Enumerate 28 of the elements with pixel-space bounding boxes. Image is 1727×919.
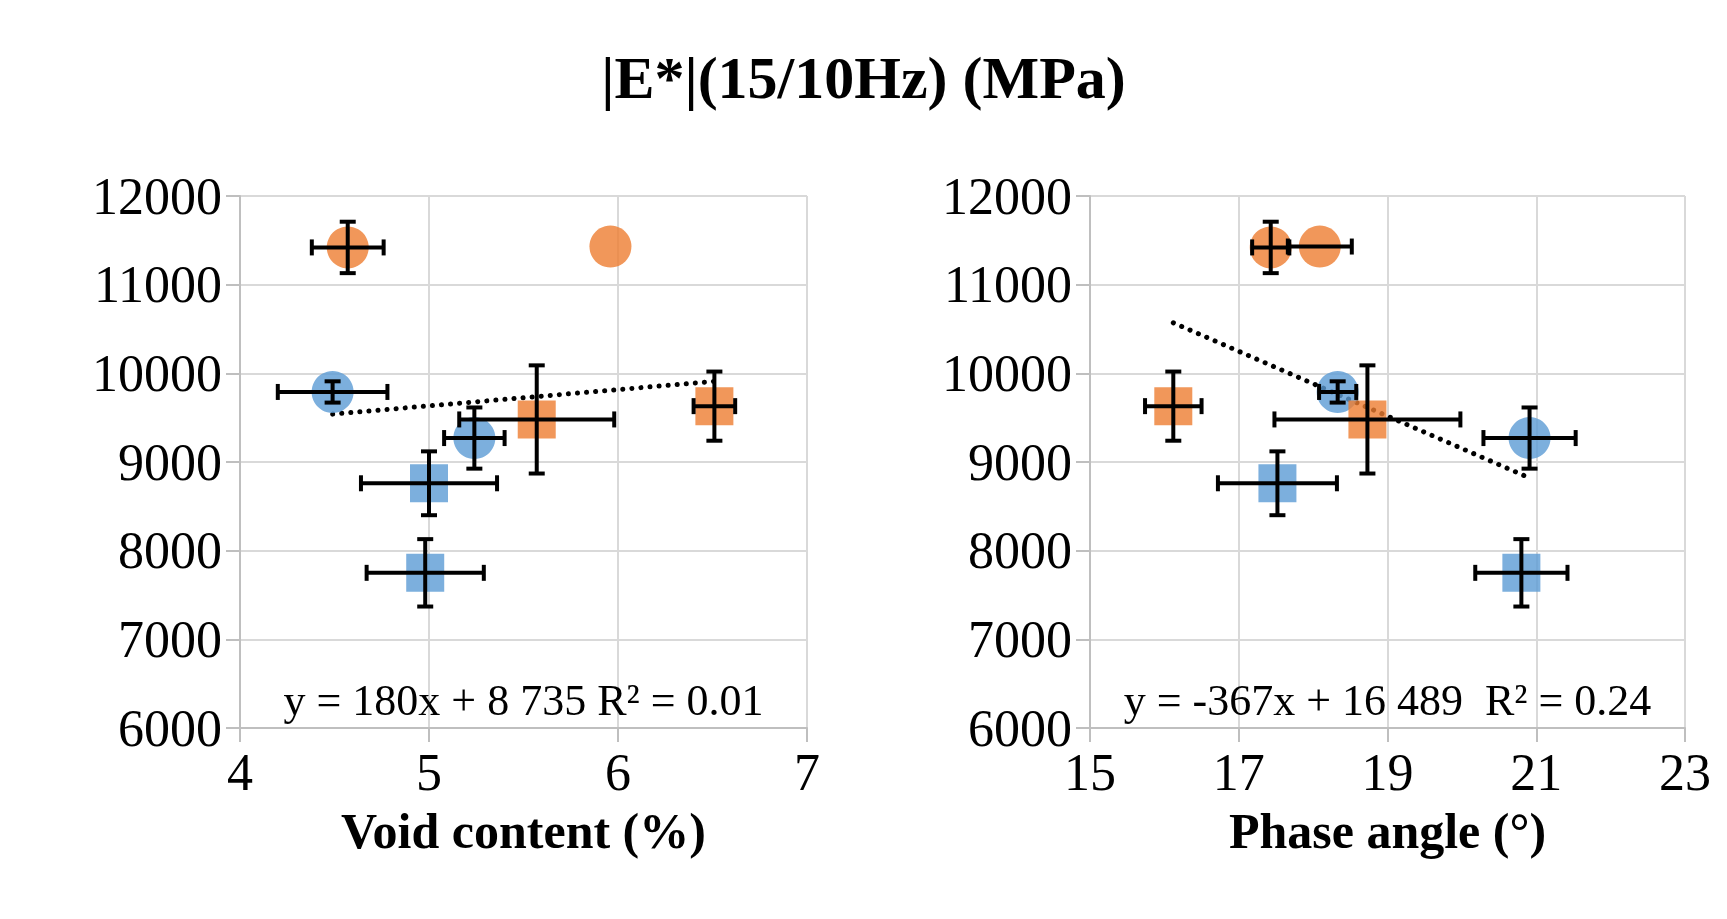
y-tick-label: 9000 bbox=[118, 433, 222, 491]
x-axis-title: Void content (%) bbox=[341, 803, 706, 859]
y-tick-label: 8000 bbox=[968, 522, 1072, 580]
x-tick-label: 21 bbox=[1510, 743, 1563, 801]
y-tick-label: 7000 bbox=[118, 610, 222, 668]
y-tick-label: 12000 bbox=[92, 167, 222, 225]
x-tick-label: 17 bbox=[1212, 743, 1265, 801]
x-tick-label: 23 bbox=[1659, 743, 1711, 801]
x-tick-label: 6 bbox=[605, 743, 631, 801]
y-tick-label: 12000 bbox=[942, 167, 1072, 225]
y-tick-label: 8000 bbox=[118, 522, 222, 580]
x-tick-label: 4 bbox=[227, 743, 253, 801]
annotation: y = -367x + 16 489 R² = 0.24 bbox=[1123, 675, 1652, 725]
point bbox=[589, 225, 632, 268]
x-tick-label: 5 bbox=[416, 743, 442, 801]
annotation: y = 180x + 8 735 R² = 0.01 bbox=[283, 675, 764, 725]
y-tick-label: 6000 bbox=[118, 699, 222, 757]
y-tick-label: 11000 bbox=[943, 256, 1072, 314]
y-tick-label: 11000 bbox=[93, 256, 222, 314]
x-axis-title: Phase angle (°) bbox=[1228, 803, 1547, 859]
y-tick-label: 9000 bbox=[968, 433, 1072, 491]
y-tick-label: 7000 bbox=[968, 610, 1072, 668]
x-tick-label: 7 bbox=[794, 743, 820, 801]
y-tick-label: 6000 bbox=[968, 699, 1072, 757]
chart-title: |E*|(15/10Hz) (MPa) bbox=[600, 44, 1127, 113]
y-tick-label: 10000 bbox=[942, 344, 1072, 402]
y-tick-label: 10000 bbox=[92, 344, 222, 402]
x-tick-label: 19 bbox=[1361, 743, 1414, 801]
